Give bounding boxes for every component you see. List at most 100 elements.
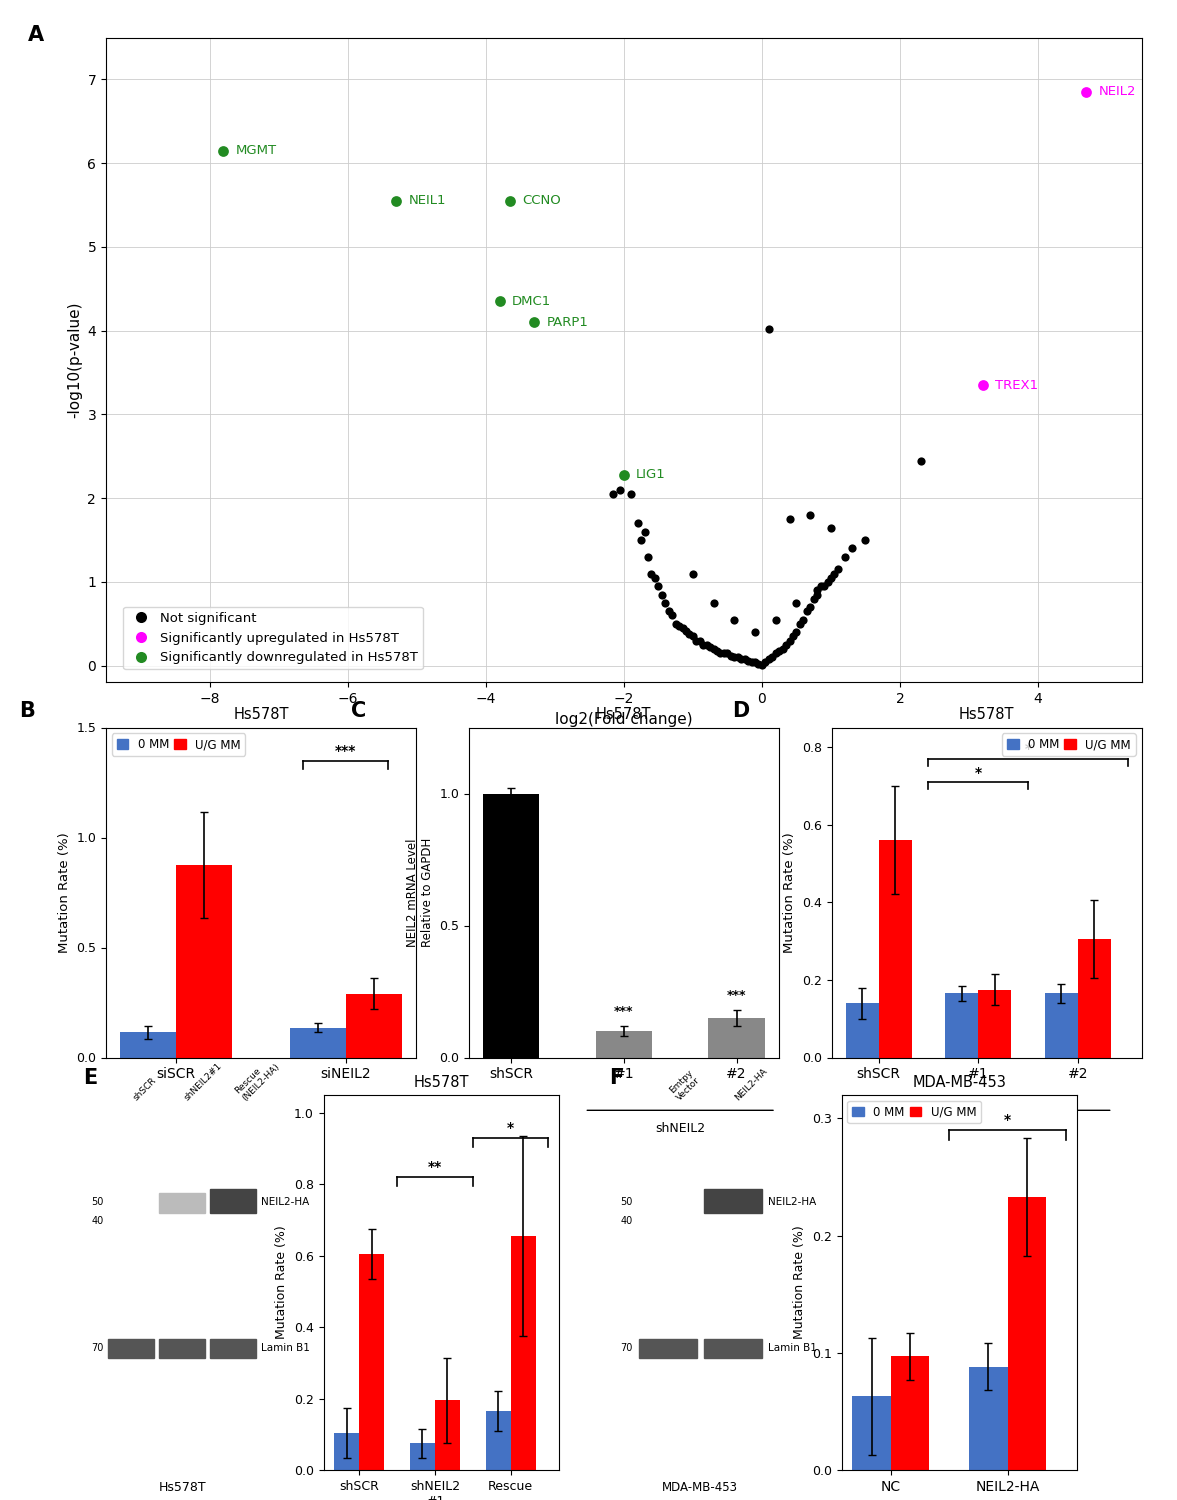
Point <box>745 620 764 644</box>
Text: NEIL2-HA: NEIL2-HA <box>733 1066 769 1102</box>
Legend: 0 MM, U/G MM: 0 MM, U/G MM <box>847 1101 982 1124</box>
Point <box>691 628 710 652</box>
Text: F: F <box>609 1068 624 1088</box>
Y-axis label: Mutation Rate (%): Mutation Rate (%) <box>784 833 797 952</box>
Point <box>656 591 674 615</box>
Point <box>836 544 855 568</box>
Text: B: B <box>19 700 35 721</box>
Title: MDA-MB-453: MDA-MB-453 <box>912 1074 1006 1089</box>
Text: shNEIL2#1: shNEIL2#1 <box>182 1062 224 1102</box>
Bar <box>639 1338 697 1358</box>
Point <box>1077 80 1096 104</box>
Text: Emtpy
Vector: Emtpy Vector <box>669 1068 703 1102</box>
Point <box>773 638 792 662</box>
Point <box>629 512 647 536</box>
Point <box>680 622 699 646</box>
Text: *: * <box>975 766 982 780</box>
Bar <box>709 1019 765 1058</box>
Text: shNEIL2: shNEIL2 <box>656 1122 705 1134</box>
Text: *: * <box>1004 1113 1011 1128</box>
Bar <box>346 993 401 1058</box>
Text: MGMT: MGMT <box>235 144 277 158</box>
Point <box>787 591 806 615</box>
Bar <box>483 794 539 1058</box>
Point <box>814 574 833 598</box>
Point <box>752 652 771 676</box>
Bar <box>290 1028 346 1057</box>
Legend: 0 MM, U/G MM: 0 MM, U/G MM <box>112 734 246 756</box>
Point <box>214 138 233 162</box>
Point <box>807 582 826 606</box>
Bar <box>410 1443 435 1470</box>
Point <box>791 612 810 636</box>
Point <box>525 310 544 334</box>
Point <box>718 640 737 664</box>
Point <box>732 646 751 670</box>
Text: *: * <box>507 1120 514 1136</box>
Point <box>684 624 703 648</box>
X-axis label: log2(Fold change): log2(Fold change) <box>556 712 692 728</box>
Point <box>697 633 716 657</box>
Title: Hs578T: Hs578T <box>959 706 1015 722</box>
Point <box>822 566 840 590</box>
Text: ***: *** <box>726 990 746 1002</box>
Bar <box>486 1412 511 1470</box>
Text: A: A <box>28 24 45 45</box>
Point <box>704 638 723 662</box>
Bar <box>435 1401 460 1470</box>
Legend: 0 MM, U/G MM: 0 MM, U/G MM <box>1002 734 1136 756</box>
Text: Rescue
(NEIL2-HA): Rescue (NEIL2-HA) <box>233 1054 281 1102</box>
Point <box>632 528 651 552</box>
Point <box>759 316 778 340</box>
Text: TREX1: TREX1 <box>996 378 1038 392</box>
Point <box>822 516 840 540</box>
Point <box>652 582 671 606</box>
Point <box>722 644 740 668</box>
Bar <box>846 1004 879 1058</box>
Text: NEIL2: NEIL2 <box>1099 86 1136 99</box>
Point <box>666 612 685 636</box>
Y-axis label: Mutation Rate (%): Mutation Rate (%) <box>793 1226 806 1340</box>
Point <box>725 645 744 669</box>
Text: ***: *** <box>614 1005 633 1019</box>
Point <box>743 650 762 674</box>
Point <box>636 519 654 543</box>
Point <box>766 640 785 664</box>
Point <box>684 561 703 585</box>
Point <box>856 528 875 552</box>
Bar <box>1045 993 1078 1058</box>
Bar <box>334 1432 359 1470</box>
Bar <box>160 1338 206 1358</box>
Bar <box>978 990 1011 1058</box>
Point <box>386 189 405 213</box>
Point <box>843 537 862 561</box>
Title: Hs578T: Hs578T <box>413 1074 470 1089</box>
Point <box>745 650 764 674</box>
Bar <box>596 1030 652 1057</box>
Point <box>911 448 930 472</box>
Bar <box>211 1338 257 1358</box>
Point <box>725 608 744 631</box>
Bar <box>879 840 911 1058</box>
Bar <box>704 1338 762 1358</box>
Y-axis label: Mutation Rate (%): Mutation Rate (%) <box>58 833 71 952</box>
Point <box>759 646 778 670</box>
Point <box>704 591 723 615</box>
Point <box>829 558 847 582</box>
Bar <box>359 1254 384 1470</box>
Bar <box>108 1338 154 1358</box>
Bar <box>1008 1197 1046 1470</box>
Bar <box>177 865 232 1058</box>
Point <box>604 482 623 506</box>
Text: Lamin B1: Lamin B1 <box>261 1342 311 1353</box>
Point <box>749 652 767 676</box>
Y-axis label: NEIL2 mRNA Level
Relative to GAPDH: NEIL2 mRNA Level Relative to GAPDH <box>406 839 433 946</box>
Text: shNEIL2: shNEIL2 <box>1003 1122 1053 1134</box>
Point <box>729 645 747 669</box>
Title: Hs578T: Hs578T <box>233 706 288 722</box>
Text: ***: *** <box>335 744 357 758</box>
Point <box>818 570 837 594</box>
Bar <box>511 1236 536 1470</box>
Text: 50: 50 <box>91 1197 104 1208</box>
Text: NEIL1: NEIL1 <box>408 195 446 207</box>
